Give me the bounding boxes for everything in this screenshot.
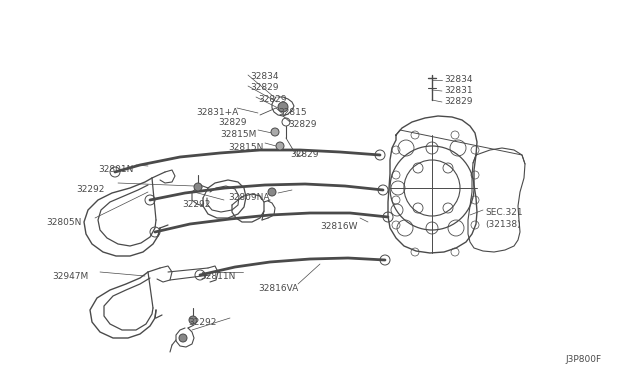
Text: 32811N: 32811N — [200, 272, 236, 281]
Text: (32138): (32138) — [485, 220, 520, 229]
Text: 32805N: 32805N — [46, 218, 81, 227]
Text: 32292: 32292 — [76, 185, 104, 194]
Circle shape — [179, 334, 187, 342]
Text: SEC.321: SEC.321 — [485, 208, 523, 217]
Text: 32801N: 32801N — [98, 165, 133, 174]
Text: 32829: 32829 — [218, 118, 246, 127]
Text: 32829: 32829 — [250, 83, 278, 92]
Text: 32947M: 32947M — [52, 272, 88, 281]
Text: 32816VA: 32816VA — [258, 284, 298, 293]
Text: 32292: 32292 — [182, 200, 211, 209]
Text: 32831: 32831 — [444, 86, 472, 95]
Text: 32829: 32829 — [444, 97, 472, 106]
Text: 32815N: 32815N — [228, 143, 264, 152]
Text: 32834: 32834 — [250, 72, 278, 81]
Circle shape — [194, 183, 202, 191]
Circle shape — [189, 316, 197, 324]
Text: 32815: 32815 — [278, 108, 307, 117]
Circle shape — [268, 188, 276, 196]
Text: 32809NA: 32809NA — [228, 193, 269, 202]
Text: 32829: 32829 — [290, 150, 319, 159]
Circle shape — [278, 102, 288, 112]
Circle shape — [276, 142, 284, 150]
Text: 32292: 32292 — [188, 318, 216, 327]
Text: 32816W: 32816W — [320, 222, 358, 231]
Text: 32829: 32829 — [258, 95, 287, 104]
Text: 32815M: 32815M — [220, 130, 257, 139]
Text: 32834: 32834 — [444, 75, 472, 84]
Circle shape — [271, 128, 279, 136]
Text: J3P800F: J3P800F — [565, 355, 601, 364]
Text: 32831+A: 32831+A — [196, 108, 238, 117]
Text: 32829: 32829 — [288, 120, 317, 129]
